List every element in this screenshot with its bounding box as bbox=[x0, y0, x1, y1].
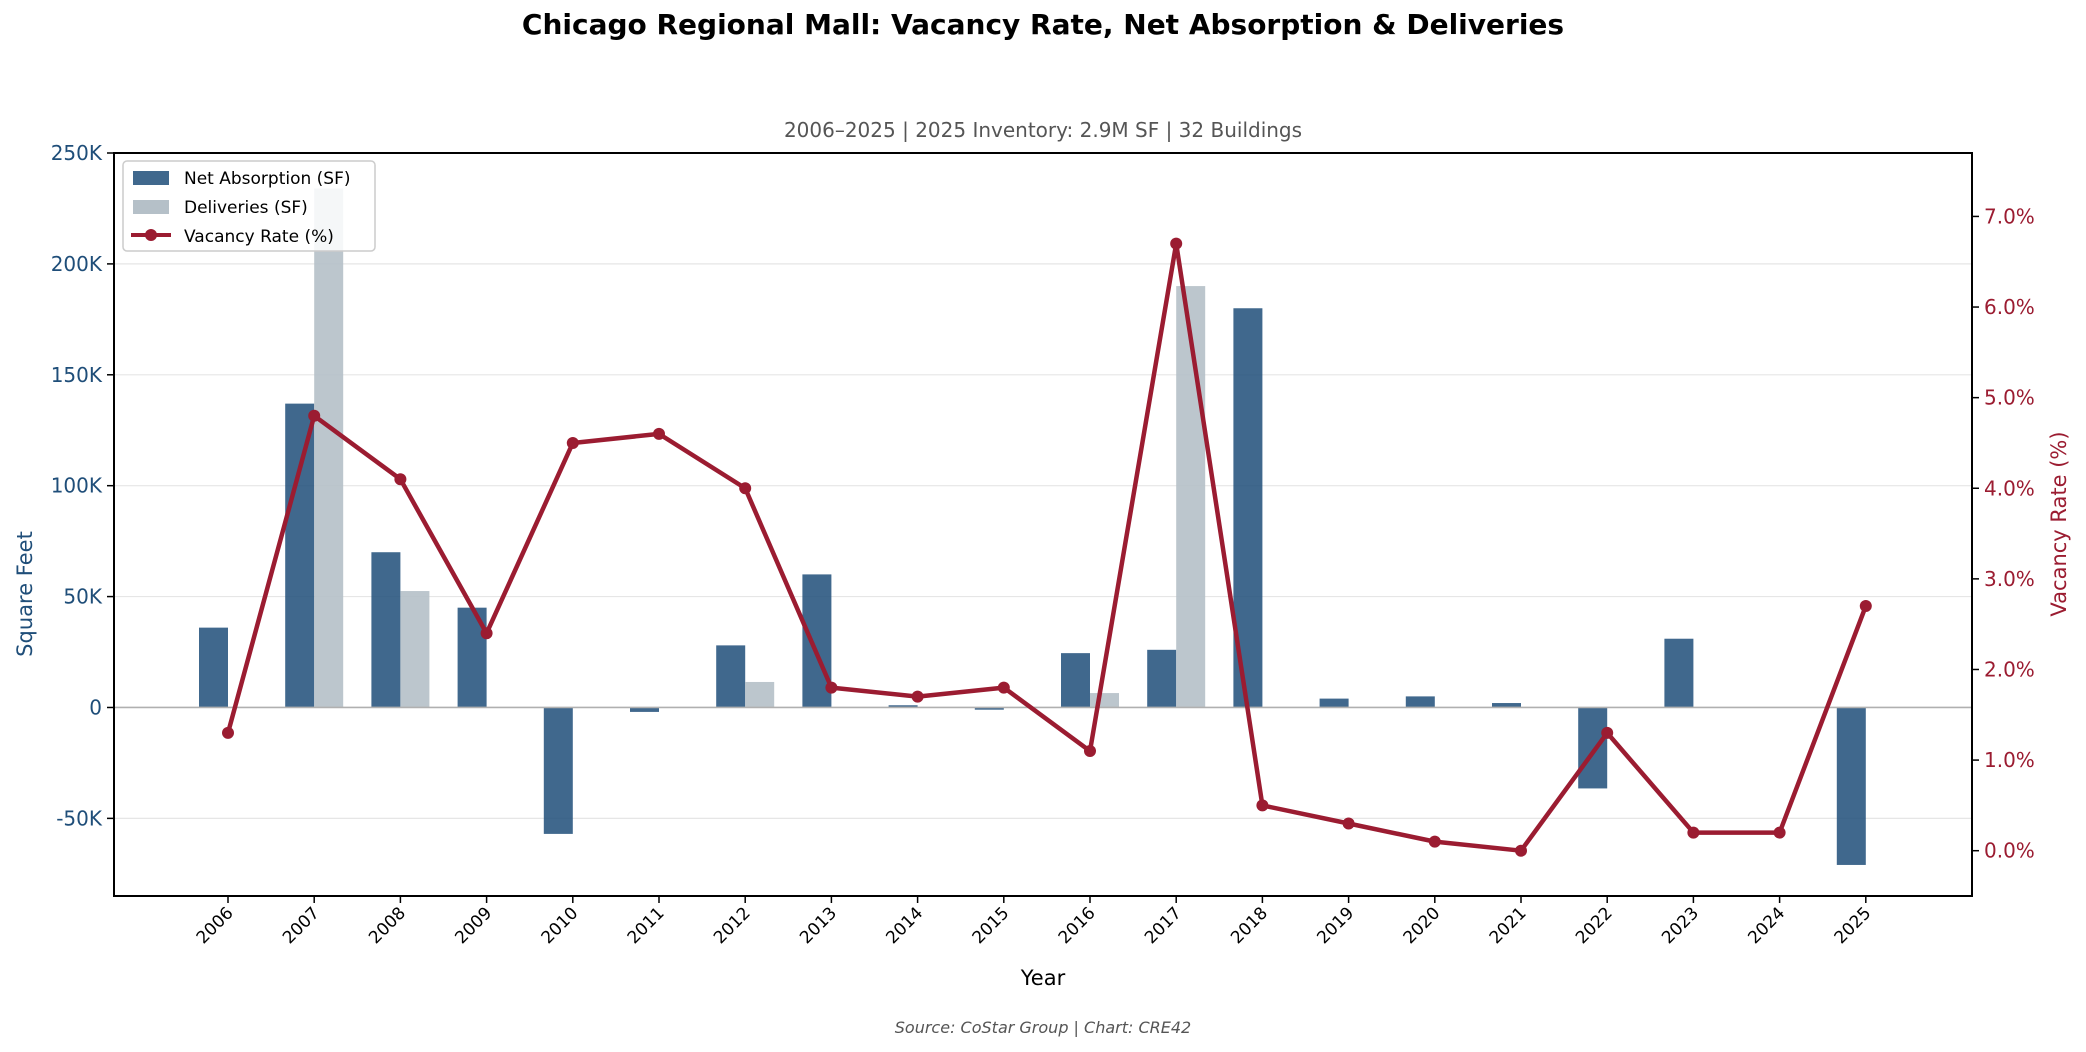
y-left-tick-label: 100K bbox=[51, 474, 103, 498]
net-absorption-bar-2017 bbox=[1147, 649, 1177, 708]
chart-title: Chicago Regional Mall: Vacancy Rate, Net… bbox=[521, 8, 1565, 41]
y-left-tick-label: 150K bbox=[51, 363, 103, 387]
legend: Net Absorption (SF) Deliveries (SF) Vaca… bbox=[122, 160, 376, 252]
x-tick-label: 2018 bbox=[1227, 903, 1272, 948]
vacancy-rate-point-2010 bbox=[566, 436, 579, 449]
x-tick-label: 2012 bbox=[710, 903, 755, 948]
net-absorption-bar-2025 bbox=[1836, 707, 1866, 865]
chart-source: Source: CoStar Group | Chart: CRE42 bbox=[894, 1018, 1192, 1037]
y-right-tick-label: 5.0% bbox=[1984, 386, 2035, 410]
legend-label-deliveries: Deliveries (SF) bbox=[184, 198, 308, 218]
vacancy-rate-point-2007 bbox=[308, 409, 321, 422]
vacancy-rate-point-2015 bbox=[997, 681, 1010, 694]
y-axis-label-left: Square Feet bbox=[13, 531, 37, 657]
net-absorption-bar-2006 bbox=[199, 627, 228, 708]
vacancy-rate-point-2022 bbox=[1601, 726, 1614, 739]
x-tick-label: 2016 bbox=[1055, 903, 1100, 948]
vacancy-rate-point-2009 bbox=[480, 627, 493, 640]
x-tick-label: 2025 bbox=[1831, 903, 1876, 948]
net-absorption-bar-2011 bbox=[630, 707, 659, 712]
net-absorption-bar-2020 bbox=[1405, 696, 1435, 708]
x-tick-label: 2010 bbox=[538, 903, 583, 948]
x-axis-label: Year bbox=[1020, 966, 1066, 990]
vacancy-rate-point-2017 bbox=[1170, 237, 1183, 250]
x-tick-label: 2022 bbox=[1572, 903, 1617, 948]
x-tick-label: 2024 bbox=[1744, 903, 1789, 948]
deliveries-bar-2016 bbox=[1090, 693, 1119, 708]
deliveries-bar-2008 bbox=[400, 591, 430, 708]
x-tick-label: 2007 bbox=[279, 903, 324, 948]
y-left-tick-label: 250K bbox=[51, 141, 103, 165]
vacancy-rate-point-2025 bbox=[1859, 600, 1872, 613]
x-tick-label: 2008 bbox=[365, 903, 410, 948]
vacancy-rate-point-2014 bbox=[911, 690, 924, 703]
net-absorption-bar-2021 bbox=[1492, 703, 1521, 708]
y-left-tick-label: 0 bbox=[89, 695, 102, 719]
y-axis-label-right: Vacancy Rate (%) bbox=[2047, 431, 2071, 616]
vacancy-rate-point-2013 bbox=[825, 681, 838, 694]
net-absorption-bar-2014 bbox=[888, 705, 918, 708]
legend-swatch-net-absorption bbox=[133, 171, 169, 185]
vacancy-rate-point-2016 bbox=[1084, 745, 1096, 758]
vacancy-rate-point-2023 bbox=[1687, 826, 1700, 839]
x-tick-label: 2023 bbox=[1658, 903, 1703, 948]
y-left-tick-label: 200K bbox=[51, 252, 103, 276]
net-absorption-bar-2019 bbox=[1319, 698, 1349, 708]
net-absorption-bar-2022 bbox=[1578, 707, 1608, 789]
y-right-tick-label: 4.0% bbox=[1984, 476, 2035, 500]
deliveries-bar-2012 bbox=[745, 681, 775, 708]
x-tick-label: 2021 bbox=[1486, 903, 1531, 948]
vacancy-rate-point-2018 bbox=[1256, 799, 1269, 812]
y-right-tick-label: 0.0% bbox=[1984, 839, 2035, 863]
net-absorption-bar-2016 bbox=[1061, 653, 1090, 708]
legend-swatch-vacancy-marker bbox=[145, 229, 157, 241]
vacancy-rate-point-2021 bbox=[1515, 844, 1527, 857]
chart-subtitle: 2006–2025 | 2025 Inventory: 2.9M SF | 32… bbox=[783, 118, 1303, 142]
x-tick-label: 2019 bbox=[1313, 903, 1358, 948]
x-tick-label: 2011 bbox=[624, 903, 669, 948]
y-left-tick-label: 50K bbox=[63, 585, 102, 609]
vacancy-rate-point-2006 bbox=[222, 726, 234, 739]
legend-label-net-absorption: Net Absorption (SF) bbox=[184, 169, 351, 189]
legend-swatch-deliveries bbox=[133, 200, 169, 214]
net-absorption-bar-2007 bbox=[285, 403, 315, 708]
net-absorption-bar-2023 bbox=[1664, 638, 1694, 708]
net-absorption-bar-2010 bbox=[543, 707, 573, 834]
y-right-tick-label: 3.0% bbox=[1984, 567, 2035, 591]
y-right-tick-label: 7.0% bbox=[1984, 204, 2035, 228]
x-tick-label: 2020 bbox=[1400, 903, 1445, 948]
vacancy-rate-point-2011 bbox=[653, 427, 665, 440]
y-left-tick-label: -50K bbox=[56, 806, 103, 830]
vacancy-rate-point-2019 bbox=[1342, 817, 1355, 830]
vacancy-rate-point-2008 bbox=[394, 473, 407, 486]
legend-label-vacancy: Vacancy Rate (%) bbox=[184, 227, 334, 247]
vacancy-rate-line bbox=[225, 241, 1869, 853]
bars-layer bbox=[114, 188, 1972, 865]
net-absorption-bar-2012 bbox=[716, 645, 746, 708]
x-tick-label: 2015 bbox=[969, 903, 1014, 948]
vacancy-rate-point-2024 bbox=[1773, 826, 1786, 839]
net-absorption-bar-2015 bbox=[974, 707, 1004, 710]
y-right-tick-label: 6.0% bbox=[1984, 295, 2035, 319]
deliveries-bar-2017 bbox=[1176, 286, 1206, 708]
x-tick-label: 2009 bbox=[451, 903, 496, 948]
x-tick-label: 2017 bbox=[1141, 903, 1186, 948]
deliveries-bar-2007 bbox=[314, 188, 344, 708]
legend-frame bbox=[122, 160, 376, 252]
y-right-tick-label: 1.0% bbox=[1984, 748, 2035, 772]
x-tick-label: 2013 bbox=[796, 903, 841, 948]
line-layer bbox=[222, 237, 1872, 857]
x-tick-label: 2006 bbox=[193, 903, 238, 948]
vacancy-rate-point-2020 bbox=[1428, 835, 1441, 848]
y-right-tick-label: 2.0% bbox=[1984, 657, 2035, 681]
x-tick-label: 2014 bbox=[882, 903, 927, 948]
vacancy-rate-point-2012 bbox=[739, 482, 752, 495]
plot-frame bbox=[113, 152, 1973, 897]
axes-layer: -50K 0 50K 100K 150K 200K 250K 0.0% 1.0% 2.0% 3.0%… bbox=[51, 141, 2035, 948]
net-absorption-bar-2008 bbox=[371, 552, 401, 708]
